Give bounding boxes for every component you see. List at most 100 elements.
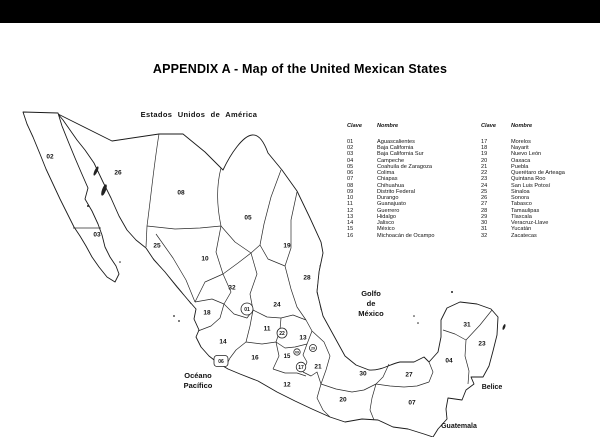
legend-clave: 30	[481, 220, 488, 227]
legend-nombre: Hidalgo	[377, 213, 396, 220]
legend-row: 24 San Luis Potosí	[481, 183, 565, 189]
state-06-outline	[213, 355, 229, 367]
legend-clave: 02	[347, 145, 354, 152]
state-09-number: 09	[295, 350, 299, 354]
state-32-number: 32	[228, 284, 236, 291]
legend-row: 03 Baja California Sur	[347, 151, 435, 157]
legend-clave: 24	[481, 182, 488, 189]
legend-nombre: Zacatecas	[511, 232, 537, 239]
mexico-mainland-outline	[57, 113, 499, 437]
legend-row: 32 Zacatecas	[481, 233, 565, 239]
legend-clave: 12	[347, 207, 354, 214]
state-borders	[73, 133, 493, 421]
legend-nombre: México	[377, 226, 395, 233]
legend-row: 21 Puebla	[481, 164, 565, 170]
state-15-number: 15	[284, 354, 291, 360]
legend-row: 26 Sonora	[481, 195, 565, 201]
legend-clave: 01	[347, 138, 354, 145]
legend-nombre: San Luis Potosí	[511, 182, 551, 189]
state-07-number: 07	[408, 399, 416, 406]
legend-nombre: Aguascalientes	[377, 138, 415, 145]
state-12-number: 12	[283, 381, 291, 388]
legend-clave: 04	[347, 157, 354, 164]
state-17-number: 17	[298, 365, 304, 371]
page-title: APPENDIX A - Map of the United Mexican S…	[152, 62, 448, 76]
legend-row: 20 Oaxaca	[481, 158, 565, 164]
legend-row: 25 Sinaloa	[481, 189, 565, 195]
legend-nombre: Nombre	[511, 123, 533, 129]
legend-nombre: Chiapas	[377, 176, 398, 183]
legend-nombre: Chihuahua	[377, 182, 405, 189]
legend-nombre: Quintana Roo	[511, 176, 546, 183]
state-06-number: 06	[218, 359, 224, 365]
usa-label: Estados Unidos de América	[141, 110, 258, 119]
state-02-number: 02	[46, 153, 54, 160]
legend-clave: 23	[481, 176, 488, 183]
legend-clave: 08	[347, 182, 354, 189]
legend-clave: 25	[481, 188, 488, 195]
state-29-outline	[309, 344, 317, 352]
legend-nombre: Baja California Sur	[377, 151, 424, 158]
legend-clave: 26	[481, 195, 488, 202]
legend-row: 07 Chiapas	[347, 176, 435, 182]
legend-row: 19 Nuevo León	[481, 151, 565, 157]
legend-clave: 32	[481, 232, 488, 239]
legend-clave: 11	[347, 201, 353, 208]
legend-nombre: Nuevo León	[511, 151, 542, 158]
state-28-number: 28	[303, 274, 311, 281]
state-24-number: 24	[273, 301, 281, 308]
state-22-number: 22	[279, 331, 285, 337]
legend-nombre: Sonora	[511, 195, 530, 202]
legend-row: 02 Baja California	[347, 145, 435, 151]
legend-nombre: Tlaxcala	[511, 213, 532, 220]
state-17-outline	[295, 361, 307, 373]
legend-nombre: Jalisco	[377, 220, 395, 227]
state-13-number: 13	[299, 334, 307, 341]
legend-clave: 09	[347, 188, 354, 195]
legend-row: 08 Chihuahua	[347, 183, 435, 189]
legend-row: 27 Tabasco	[481, 201, 565, 207]
legend-row: 01 Aguascalientes	[347, 139, 435, 145]
state-03-number: 03	[93, 231, 101, 238]
legend-clave: 18	[481, 145, 488, 152]
golfo-de-mexico-label: Golfo de México	[358, 289, 384, 318]
legend-row: 10 Durango	[347, 195, 435, 201]
legend-row: 04 Campeche	[347, 158, 435, 164]
legend-row: 11 Guanajuato	[347, 201, 435, 207]
legend-clave: 03	[347, 151, 354, 158]
legend-clave: 14	[347, 220, 354, 227]
state-09-outline	[293, 348, 301, 356]
legend-row: 06 Colima	[347, 170, 435, 176]
legend-clave: 21	[481, 163, 488, 170]
legend-clave: 22	[481, 170, 488, 177]
legend-row: 12 Guerrero	[347, 208, 435, 214]
legend-clave: Clave	[347, 123, 362, 129]
legend-clave: 07	[347, 176, 354, 183]
legend-row: 17 Morelos	[481, 139, 565, 145]
legend-clave: 28	[481, 207, 488, 214]
legend-header: Clave Nombre	[347, 123, 435, 129]
top-black-bar	[0, 0, 600, 23]
state-number-markers: 0102030405060708091011121314151617181920…	[46, 153, 486, 406]
state-04-number: 04	[445, 357, 453, 364]
legend-row: 22 Querétaro de Arteaga	[481, 170, 565, 176]
legend-nombre: Guanajuato	[377, 201, 406, 208]
legend-nombre: Morelos	[511, 138, 531, 145]
state-16-number: 16	[251, 354, 259, 361]
legend-nombre: Querétaro de Arteaga	[511, 170, 565, 177]
legend-row: 28 Tamaulipas	[481, 208, 565, 214]
oceano-pacifico-label: Océano Pacífico	[184, 371, 213, 390]
state-22-outline	[276, 327, 288, 339]
legend-clave: 29	[481, 213, 488, 220]
legend-clave: 06	[347, 170, 354, 177]
state-27-number: 27	[405, 371, 413, 378]
state-19-number: 19	[283, 242, 291, 249]
legend-nombre: Guerrero	[377, 207, 400, 214]
legend-clave: 15	[347, 226, 354, 233]
legend-nombre: Campeche	[377, 157, 405, 164]
legend-nombre: Puebla	[511, 163, 529, 170]
legend-nombre: Yucatán	[511, 226, 532, 233]
state-30-number: 30	[359, 370, 367, 377]
state-29-number: 29	[311, 346, 315, 350]
legend-clave: Clave	[481, 123, 496, 129]
